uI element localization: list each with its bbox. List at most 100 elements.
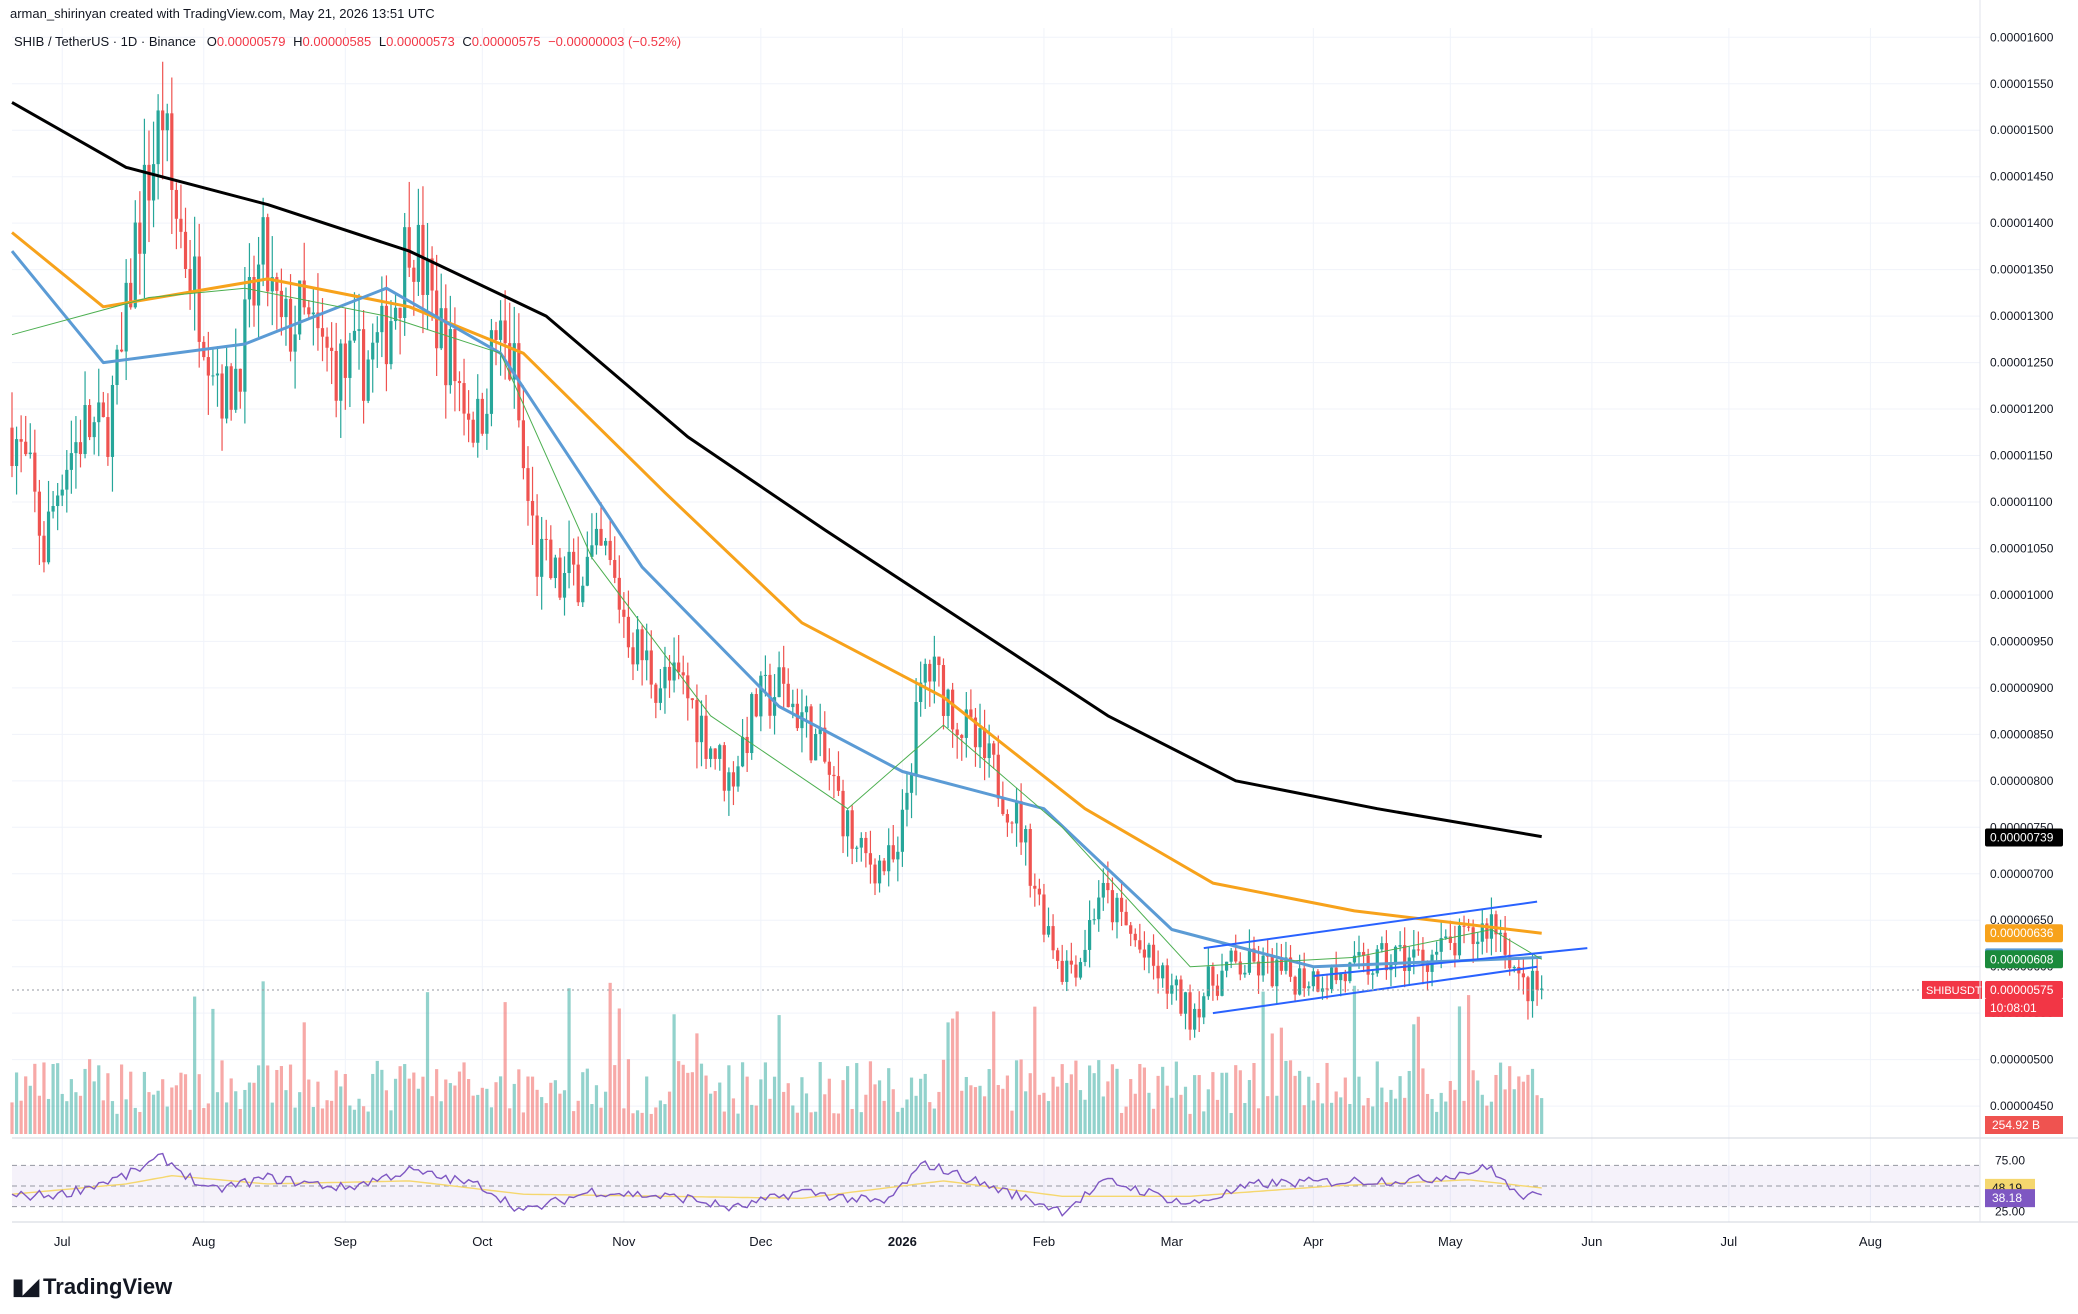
candle-body [1101, 882, 1105, 898]
volume-bar [243, 1089, 247, 1134]
candle-body [1069, 960, 1073, 965]
price-tick-label: 0.00001550 [1990, 77, 2054, 91]
volume-bar [763, 1062, 768, 1134]
volume-bar [416, 1088, 420, 1134]
candle-body [1110, 890, 1115, 923]
volume-bar [28, 1085, 32, 1134]
candle-body [1457, 925, 1462, 956]
volume-bar [864, 1094, 868, 1134]
time-tick-label: Oct [472, 1234, 493, 1249]
candle-body [1393, 946, 1398, 966]
volume-bar [1083, 1099, 1087, 1134]
candle-body [325, 336, 329, 348]
candle-body [462, 383, 466, 414]
volume-bar [814, 1111, 818, 1134]
volume-bar [667, 1091, 672, 1134]
candle-body [955, 729, 959, 736]
candle-body [444, 308, 448, 386]
candle-body [261, 217, 265, 265]
candle-body [1361, 951, 1366, 956]
volume-bar [1416, 1016, 1420, 1134]
volume-bar [1480, 1094, 1484, 1134]
candle-body [727, 772, 731, 791]
volume-bar [320, 1108, 325, 1134]
price-label-text: 0.00000739 [1990, 831, 2054, 845]
candle-body [549, 539, 553, 579]
volume-bar [1540, 1098, 1544, 1134]
candle-body [485, 413, 489, 434]
volume-bar [772, 1076, 777, 1134]
volume-bar [485, 1088, 489, 1134]
candle-body [909, 774, 914, 793]
volume-bar [1448, 1081, 1452, 1134]
volume-bar [576, 1100, 580, 1134]
volume-bar [1247, 1080, 1252, 1134]
candle-body [585, 556, 589, 586]
candle-body [841, 790, 845, 837]
price-tick-label: 0.00000800 [1990, 774, 2054, 788]
volume-bar [1051, 1076, 1055, 1134]
volume-bar [366, 1111, 370, 1134]
tradingview-logo[interactable]: ▮◢ TradingView [12, 1274, 172, 1300]
price-tick-label: 0.00000900 [1990, 681, 2054, 695]
volume-bar [24, 1076, 28, 1134]
volume-bar [275, 1069, 279, 1134]
price-label-box [1985, 828, 2063, 847]
grid-lines [12, 28, 1980, 1222]
volume-bar [1161, 1066, 1165, 1134]
price-tick-label: 0.00001450 [1990, 170, 2054, 184]
volume-bar [92, 1081, 96, 1134]
volume-bar [540, 1097, 544, 1134]
volume-bar [1371, 1106, 1375, 1134]
candle-body [1375, 949, 1379, 974]
candle-body [850, 810, 854, 849]
time-tick-label: Aug [192, 1234, 215, 1249]
candle-body [56, 495, 60, 507]
candle-body [1284, 957, 1288, 971]
candle-body [266, 217, 270, 292]
candle-body [1092, 919, 1096, 921]
candle-body [1033, 885, 1037, 889]
volume-bar [850, 1108, 854, 1134]
volume-bar [288, 1064, 293, 1134]
candle-body [690, 698, 694, 701]
candle-body [412, 267, 416, 282]
candle-body [1498, 932, 1503, 935]
price-tick-label: 0.00001000 [1990, 588, 2054, 602]
candle-body [279, 290, 283, 318]
volume-bar [1065, 1082, 1069, 1134]
candle-body [1330, 967, 1334, 990]
volume-bar [56, 1063, 60, 1134]
candle-body [343, 343, 347, 378]
volume-bar [1521, 1081, 1525, 1134]
volume-bar [1476, 1080, 1480, 1134]
candles-group [10, 61, 1544, 1041]
volume-bar [1211, 1072, 1215, 1134]
candle-body [1051, 926, 1055, 951]
candle-body [421, 224, 425, 295]
volume-bar [430, 1096, 434, 1134]
candle-body [380, 305, 384, 333]
candle-body [969, 709, 973, 718]
candle-body [1302, 968, 1306, 989]
candle-body [640, 629, 644, 661]
volume-bar [791, 1105, 795, 1134]
volume-bar [161, 1079, 165, 1134]
high-value: 0.00000585 [302, 34, 372, 49]
candle-body [407, 227, 411, 268]
volume-bar [768, 1098, 772, 1134]
time-tick-label: Jul [1721, 1234, 1738, 1249]
candle-body [512, 343, 516, 380]
volume-bar [129, 1071, 133, 1134]
candle-body [964, 709, 968, 738]
candle-body [654, 684, 658, 703]
volume-bar [987, 1069, 991, 1134]
candle-body [476, 398, 480, 443]
candle-body [791, 703, 795, 708]
candle-body [1261, 955, 1265, 976]
candle-body [1119, 897, 1124, 912]
candle-body [1256, 961, 1261, 976]
high-label: H [293, 34, 303, 49]
volume-bar [421, 1076, 425, 1134]
